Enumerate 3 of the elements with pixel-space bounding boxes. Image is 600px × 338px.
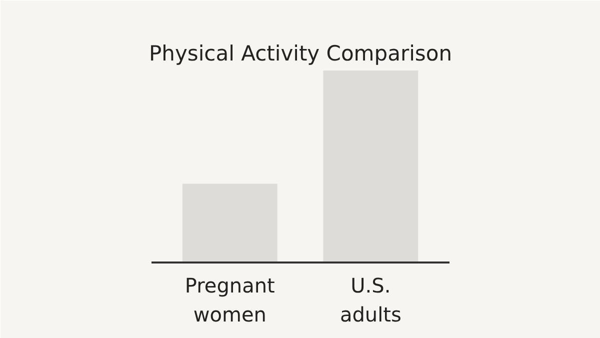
x-tick-label: Pregnant women bbox=[184, 274, 276, 326]
x-tick-label: U.S. adults bbox=[340, 274, 402, 326]
chart-title: Physical Activity Comparison bbox=[148, 42, 452, 66]
